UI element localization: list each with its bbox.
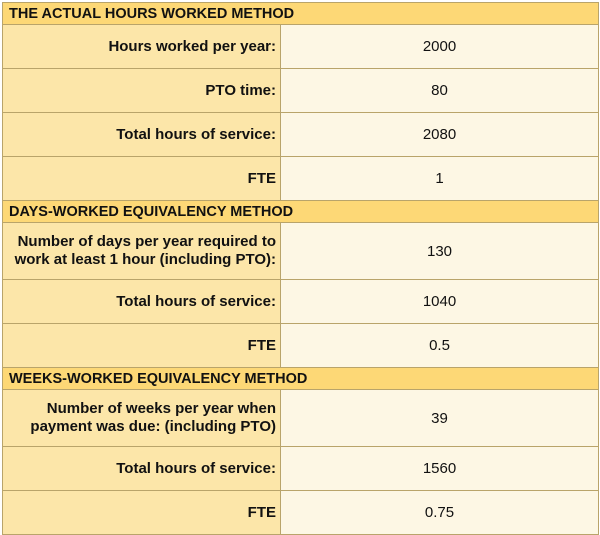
section-title: WEEKS-WORKED EQUIVALENCY METHOD xyxy=(1,367,600,390)
row-value: 1 xyxy=(279,156,600,201)
row-value: 1560 xyxy=(279,446,600,491)
table-row: Total hours of service: 1560 xyxy=(2,446,600,491)
row-label: Hours worked per year: xyxy=(2,24,281,69)
row-value: 0.5 xyxy=(279,323,600,368)
row-label: Total hours of service: xyxy=(2,446,281,491)
table-row: Total hours of service: 1040 xyxy=(2,279,600,324)
table-row: Total hours of service: 2080 xyxy=(2,112,600,157)
table-row: Number of weeks per year when payment wa… xyxy=(2,389,600,447)
row-value: 2000 xyxy=(279,24,600,69)
row-value: 130 xyxy=(279,222,600,280)
section-header-days-worked: DAYS-WORKED EQUIVALENCY METHOD xyxy=(1,200,600,223)
row-label: Total hours of service: xyxy=(2,112,281,157)
table-row: PTO time: 80 xyxy=(2,68,600,113)
row-label: FTE xyxy=(2,323,281,368)
row-label: Total hours of service: xyxy=(2,279,281,324)
section-title: THE ACTUAL HOURS WORKED METHOD xyxy=(1,2,600,25)
table-row: Hours worked per year: 2000 xyxy=(2,24,600,69)
row-label: Number of days per year required to work… xyxy=(2,222,281,280)
section-header-weeks-worked: WEEKS-WORKED EQUIVALENCY METHOD xyxy=(1,367,600,390)
table-row: FTE 0.5 xyxy=(2,323,600,368)
table-row: FTE 1 xyxy=(2,156,600,201)
row-label: Number of weeks per year when payment wa… xyxy=(2,389,281,447)
table-row: Number of days per year required to work… xyxy=(2,222,600,280)
section-title: DAYS-WORKED EQUIVALENCY METHOD xyxy=(1,200,600,223)
row-value: 2080 xyxy=(279,112,600,157)
row-value: 1040 xyxy=(279,279,600,324)
section-header-actual-hours: THE ACTUAL HOURS WORKED METHOD xyxy=(1,2,600,25)
row-value: 80 xyxy=(279,68,600,113)
row-label: PTO time: xyxy=(2,68,281,113)
row-value: 39 xyxy=(279,389,600,447)
row-label: FTE xyxy=(2,156,281,201)
